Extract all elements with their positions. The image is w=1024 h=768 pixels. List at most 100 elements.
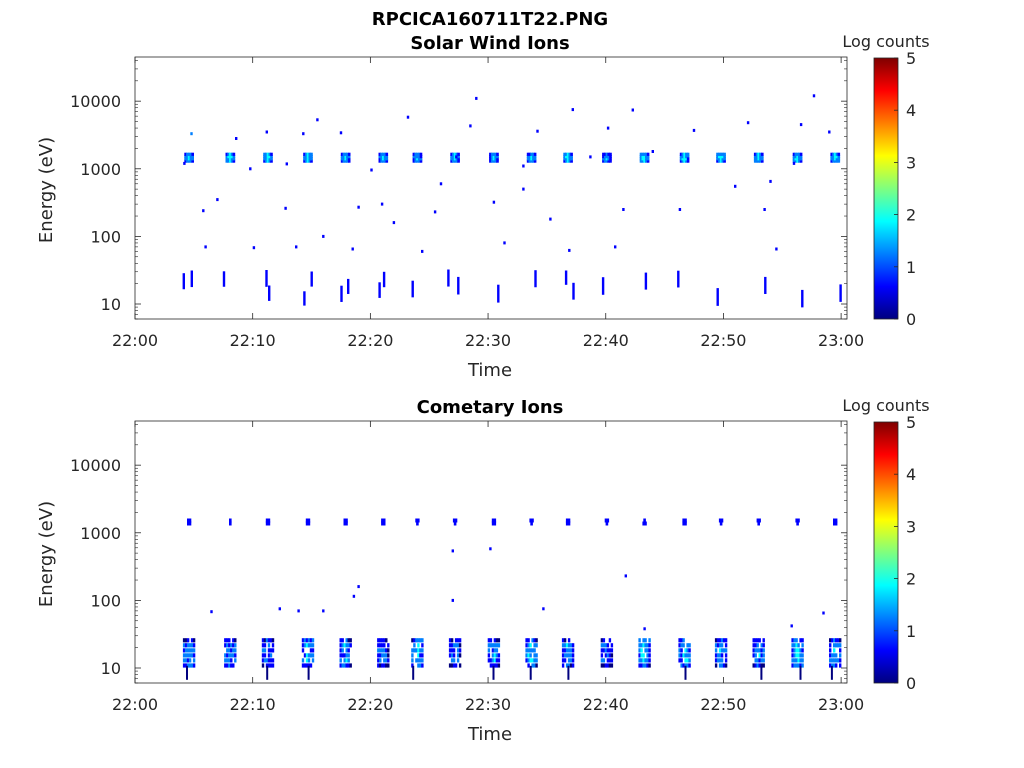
heatmap-cell (340, 155, 344, 159)
heatmap-cell (224, 643, 227, 648)
heatmap-cell (837, 658, 840, 663)
heatmap-cell (186, 638, 190, 643)
heatmap-cell (606, 126, 610, 130)
heatmap-cell (602, 658, 606, 663)
heatmap-cell (489, 663, 493, 668)
heatmap-cell (563, 157, 566, 161)
heatmap-cell (343, 658, 346, 663)
heatmap-cell (413, 648, 416, 653)
heatmap-cell (719, 155, 723, 159)
heatmap-cell (796, 159, 799, 163)
heatmap-cell (624, 574, 627, 578)
heatmap-cell (383, 155, 387, 159)
heatmap-cell (606, 653, 610, 658)
heatmap-cell (531, 638, 534, 643)
heatmap-cell (184, 663, 188, 668)
heatmap-cell (535, 638, 538, 643)
heatmap-cell (265, 270, 268, 287)
heatmap-cell (529, 665, 532, 680)
heatmap-cell (753, 157, 757, 161)
heatmap-cell (686, 155, 690, 159)
heatmap-cell (606, 663, 610, 668)
heatmap-cell (714, 648, 718, 653)
heatmap-cell (790, 624, 793, 628)
heatmap-cell (417, 159, 421, 163)
heatmap-cell (799, 653, 802, 658)
heatmap-cell (382, 271, 386, 288)
heatmap-cell (533, 648, 536, 653)
heatmap-cell (567, 648, 571, 653)
heatmap-cell (754, 648, 757, 653)
heatmap-cell (716, 288, 719, 306)
colorbar-gradient (873, 57, 899, 320)
x-tick-label: 23:00 (818, 695, 864, 714)
heatmap-cell (382, 159, 385, 163)
heatmap-cell (527, 643, 530, 648)
heatmap-cell (683, 157, 686, 161)
heatmap-cell (310, 159, 313, 163)
heatmap-cell (757, 521, 760, 526)
heatmap-cell (600, 658, 604, 663)
heatmap-cell (757, 157, 760, 161)
heatmap-cell (529, 648, 532, 653)
heatmap-cell (271, 658, 275, 663)
heatmap-cell (226, 643, 229, 648)
heatmap-cell (343, 653, 346, 658)
heatmap-cell (303, 653, 307, 658)
heatmap-cell (604, 653, 608, 658)
heatmap-cell (347, 653, 350, 658)
heatmap-cell (309, 643, 313, 648)
heatmap-cell (686, 648, 689, 653)
heatmap-cell (722, 638, 726, 643)
heatmap-cell (614, 245, 617, 249)
heatmap-cell (830, 665, 833, 680)
x-tick-label: 22:10 (230, 695, 276, 714)
heatmap-cell (561, 663, 565, 668)
heatmap-cell (686, 663, 689, 668)
heatmap-cell (306, 152, 310, 156)
heatmap-cell (683, 159, 686, 163)
heatmap-cell (600, 643, 604, 648)
heatmap-cell (793, 658, 796, 663)
heatmap-cell (343, 521, 347, 526)
heatmap-cell (600, 648, 604, 653)
heatmap-cell (643, 155, 646, 159)
heatmap-cell (345, 638, 348, 643)
heatmap-cell (414, 157, 417, 161)
heatmap-cell (644, 658, 647, 663)
heatmap-cell (791, 643, 794, 648)
heatmap-cell (801, 658, 804, 663)
heatmap-cell (686, 152, 690, 156)
heatmap-cell (794, 159, 798, 163)
heatmap-cell (535, 643, 538, 648)
heatmap-cell (721, 159, 725, 163)
heatmap-cell (604, 643, 608, 648)
heatmap-cell (718, 658, 722, 663)
heatmap-cell (775, 247, 778, 251)
heatmap-cell (263, 155, 266, 159)
heatmap-cell (415, 638, 418, 643)
heatmap-cell (497, 643, 501, 648)
heatmap-cell (416, 521, 419, 526)
heatmap-cell (270, 152, 273, 156)
heatmap-cell (452, 152, 455, 156)
heatmap-cell (357, 205, 360, 209)
heatmap-cell (307, 518, 311, 523)
heatmap-cell (385, 157, 389, 161)
heatmap-cell (493, 658, 497, 663)
heatmap-cell (640, 643, 643, 648)
heatmap-cell (724, 663, 728, 668)
heatmap-cell (347, 643, 350, 648)
heatmap-cell (307, 643, 311, 648)
heatmap-cell (638, 648, 641, 653)
heatmap-cell (454, 638, 458, 643)
heatmap-cell (760, 658, 763, 663)
heatmap-cell (491, 643, 495, 648)
heatmap-cell (795, 518, 798, 523)
heatmap-cell (416, 155, 419, 159)
heatmap-cell (495, 648, 499, 653)
heatmap-cell (833, 157, 837, 161)
heatmap-cell (187, 518, 190, 523)
heatmap-cell (571, 108, 574, 112)
heatmap-cell (234, 648, 237, 653)
